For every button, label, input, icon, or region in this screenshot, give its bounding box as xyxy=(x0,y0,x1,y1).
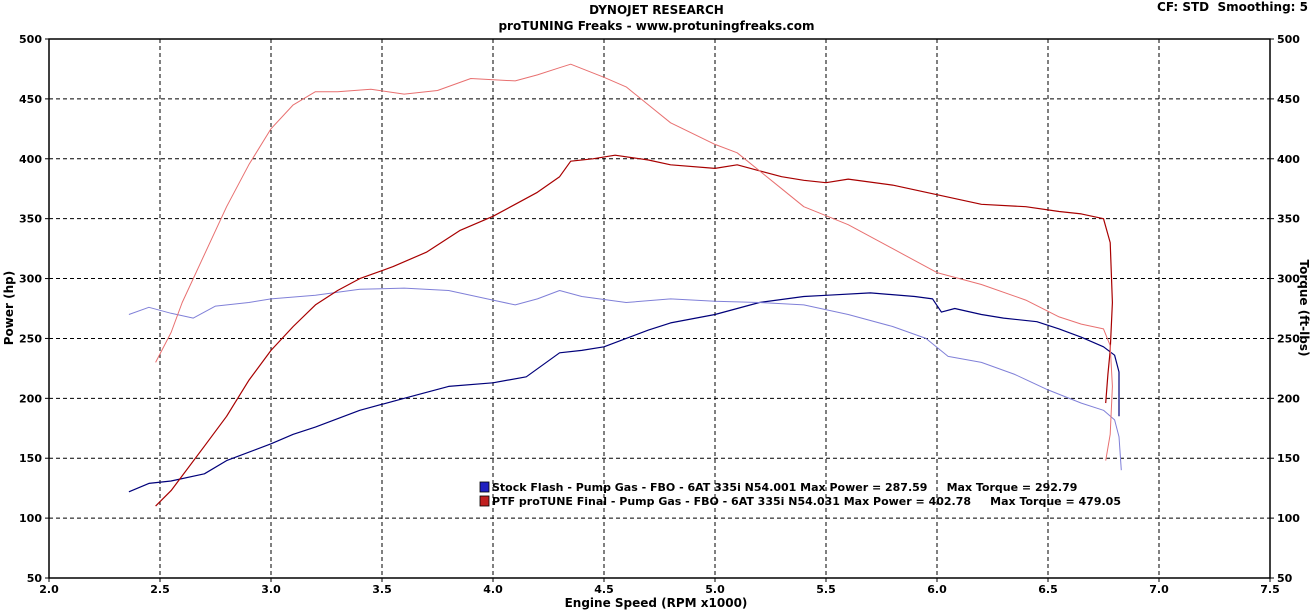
right-tick-label: 200 xyxy=(1277,392,1300,405)
legend-swatch xyxy=(479,481,490,493)
x-axis-label: Engine Speed (RPM x1000) xyxy=(565,596,748,610)
left-tick-label: 150 xyxy=(19,452,42,465)
right-tick-label: 450 xyxy=(1277,93,1300,106)
left-tick-label: 200 xyxy=(19,392,42,405)
left-axis-ticks: 50 100 150 200 250 300 350 400 450 500 xyxy=(19,33,49,585)
tuned-torque-line xyxy=(155,63,1113,461)
right-axis-ticks: 50 100 150 200 250 300 350 400 450 500 xyxy=(1270,33,1300,585)
series-lines xyxy=(128,63,1122,507)
x-tick-label: 7.0 xyxy=(1149,583,1169,596)
x-tick-label: 2.0 xyxy=(39,583,59,596)
x-tick-label: 6.0 xyxy=(927,583,947,596)
tuned-power-line xyxy=(155,154,1113,507)
x-tick-label: 3.5 xyxy=(372,583,392,596)
smoothing-level: Smoothing: 5 xyxy=(1217,0,1309,14)
left-tick-label: 350 xyxy=(19,213,42,226)
x-tick-label: 4.5 xyxy=(594,583,614,596)
left-tick-label: 500 xyxy=(19,33,42,46)
legend-swatch xyxy=(479,495,490,507)
grid-lines xyxy=(49,39,1270,578)
right-tick-label: 400 xyxy=(1277,153,1300,166)
right-tick-label: 100 xyxy=(1277,512,1300,525)
legend: Stock Flash - Pump Gas - FBO - 6AT 335i … xyxy=(479,481,1121,508)
chart-subtitle: proTUNING Freaks - www.protuningfreaks.c… xyxy=(498,19,815,33)
right-tick-label: 300 xyxy=(1277,273,1300,286)
x-tick-label: 5.0 xyxy=(705,583,725,596)
right-tick-label: 50 xyxy=(1277,572,1293,585)
chart-title: DYNOJET RESEARCH xyxy=(589,3,724,17)
x-axis-ticks: 2.0 2.5 3.0 3.5 4.0 4.5 5.0 5.5 6.0 6.5 7.0 7.5 xyxy=(39,578,1280,596)
x-tick-label: 5.5 xyxy=(816,583,836,596)
x-tick-label: 7.5 xyxy=(1260,583,1280,596)
correction-factor: CF: STD xyxy=(1157,0,1210,14)
stock-power-line xyxy=(128,292,1120,493)
x-tick-label: 6.5 xyxy=(1038,583,1058,596)
left-tick-label: 450 xyxy=(19,93,42,106)
right-tick-label: 250 xyxy=(1277,332,1300,345)
right-tick-label: 150 xyxy=(1277,452,1300,465)
right-tick-label: 500 xyxy=(1277,33,1300,46)
legend-entry: Stock Flash - Pump Gas - FBO - 6AT 335i … xyxy=(492,481,1077,494)
right-tick-label: 350 xyxy=(1277,213,1300,226)
plot-area xyxy=(48,38,1271,579)
left-axis-label: Power (hp) xyxy=(2,271,16,345)
x-tick-label: 4.0 xyxy=(483,583,503,596)
stock-torque-line xyxy=(128,287,1122,471)
legend-entry: PTF proTUNE Final - Pump Gas - FBO - 6AT… xyxy=(492,495,1121,508)
x-tick-label: 3.0 xyxy=(261,583,281,596)
left-tick-label: 250 xyxy=(19,332,42,345)
left-tick-label: 400 xyxy=(19,153,42,166)
header-info: CF: STD Smoothing: 5 xyxy=(1157,0,1308,14)
left-tick-label: 300 xyxy=(19,273,42,286)
right-axis-label: Torque (ft-lbs) xyxy=(1297,260,1311,357)
left-tick-label: 100 xyxy=(19,512,42,525)
x-tick-label: 2.5 xyxy=(150,583,170,596)
left-tick-label: 50 xyxy=(27,572,43,585)
